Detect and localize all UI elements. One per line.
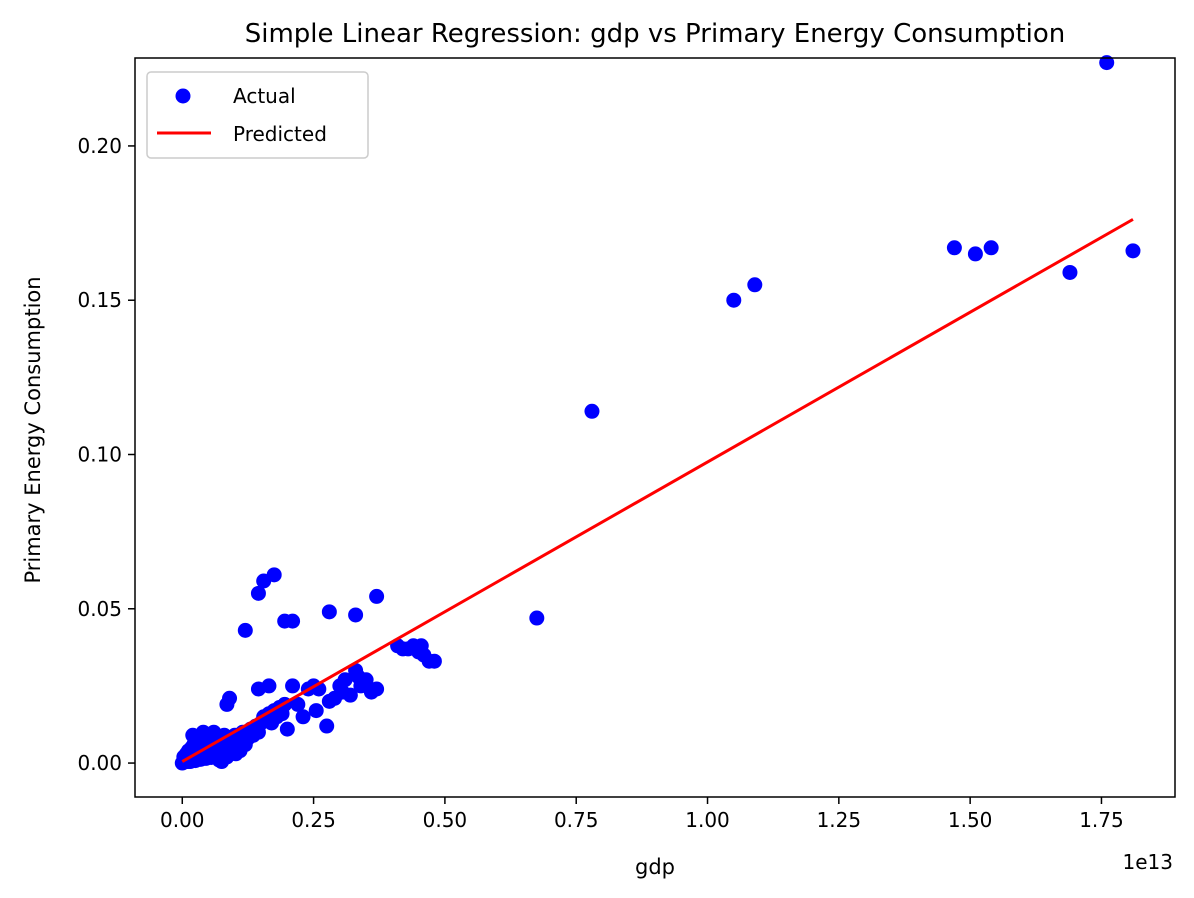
x-axis-offset-label: 1e13	[1123, 850, 1173, 874]
data-point	[369, 681, 385, 697]
x-tick-label: 1.25	[817, 808, 862, 832]
data-point	[342, 687, 358, 703]
data-point	[219, 696, 235, 712]
data-point	[1099, 55, 1115, 71]
x-tick-label: 1.75	[1079, 808, 1124, 832]
legend-actual-marker	[175, 88, 191, 104]
data-point	[584, 403, 600, 419]
legend-box	[146, 71, 369, 159]
data-point	[319, 718, 335, 734]
data-point	[747, 277, 763, 293]
data-point	[946, 240, 962, 256]
data-point	[203, 750, 219, 766]
data-point	[290, 696, 306, 712]
data-point	[529, 610, 545, 626]
legend-actual-label: Actual	[233, 84, 296, 108]
y-tick-label: 0.20	[77, 134, 122, 158]
data-point	[237, 622, 253, 638]
x-tick-label: 0.50	[423, 808, 468, 832]
data-point	[308, 703, 324, 719]
data-point	[219, 749, 235, 765]
y-tick-label: 0.15	[77, 288, 122, 312]
x-axis-label: gdp	[635, 855, 675, 879]
predicted-line	[181, 218, 1134, 763]
data-point	[337, 672, 353, 688]
y-axis-label: Primary Energy Consumption	[21, 276, 45, 583]
x-tick-label: 1.50	[948, 808, 993, 832]
x-axis-ticks: 0.00 0.25 0.50 0.75 1.00 1.25 1.50 1.75	[160, 797, 1124, 832]
data-point	[285, 613, 301, 629]
x-tick-label: 0.75	[554, 808, 599, 832]
y-axis-ticks: 0.00 0.05 0.10 0.15 0.20	[77, 134, 135, 775]
data-point	[1062, 264, 1078, 280]
data-point	[348, 607, 364, 623]
data-point	[983, 240, 999, 256]
x-tick-label: 1.00	[685, 808, 730, 832]
data-point	[237, 727, 253, 743]
legend: Actual Predicted	[146, 71, 369, 159]
data-point	[279, 721, 295, 737]
y-tick-label: 0.05	[77, 597, 122, 621]
data-point	[358, 672, 374, 688]
data-point	[295, 709, 311, 725]
chart-title: Simple Linear Regression: gdp vs Primary…	[245, 19, 1066, 49]
data-point	[250, 585, 266, 601]
x-tick-label: 0.00	[160, 808, 205, 832]
data-point	[321, 604, 337, 620]
data-point	[266, 567, 282, 583]
legend-predicted-label: Predicted	[233, 122, 327, 146]
scatter-points	[174, 55, 1141, 771]
data-point	[967, 246, 983, 262]
plot-area	[174, 55, 1141, 771]
y-tick-label: 0.00	[77, 751, 122, 775]
x-tick-label: 0.25	[291, 808, 336, 832]
data-point	[426, 653, 442, 669]
data-point	[1125, 243, 1141, 259]
y-tick-label: 0.10	[77, 442, 122, 466]
plot-frame	[134, 57, 1176, 798]
data-point	[369, 588, 385, 604]
data-point	[232, 743, 248, 759]
data-point	[261, 678, 277, 694]
data-point	[726, 292, 742, 308]
data-point	[285, 678, 301, 694]
